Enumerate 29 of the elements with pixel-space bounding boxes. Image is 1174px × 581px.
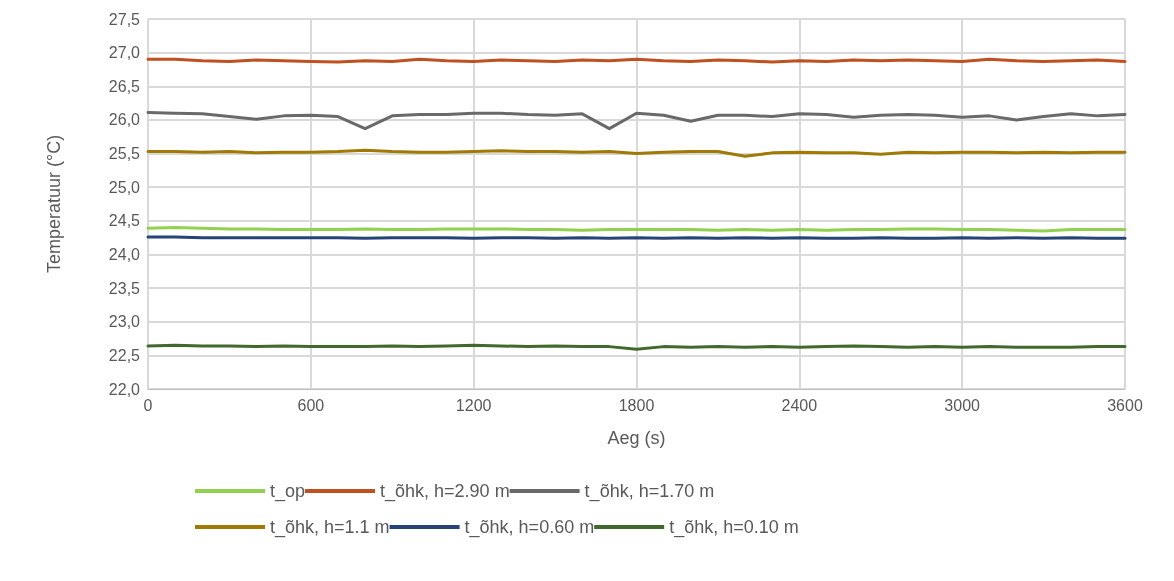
legend-label: t_op [270, 481, 306, 502]
x-tick-label: 3600 [1107, 396, 1143, 414]
x-tick-label: 3000 [944, 396, 981, 414]
legend-label: t_õhk, h=1.1 m [270, 517, 390, 538]
x-tick-label: 1800 [618, 396, 655, 414]
y-tick-label: 23,0 [108, 313, 141, 331]
x-tick-label: 1200 [455, 396, 492, 414]
y-tick-label: 25,0 [108, 178, 141, 196]
y-tick-label: 27,5 [108, 10, 141, 28]
y-tick-label: 26,0 [108, 111, 141, 129]
legend-label: t_õhk, h=0.10 m [669, 517, 799, 538]
legend-label: t_õhk, h=0.60 m [464, 517, 595, 538]
y-tick-label: 27,0 [108, 44, 141, 62]
y-tick-label: 25,5 [108, 145, 141, 163]
y-tick-label: 26,5 [108, 77, 141, 95]
y-tick-label: 22,0 [108, 380, 141, 398]
x-axis-title: Aeg (s) [607, 428, 666, 448]
y-tick-label: 24,5 [108, 212, 141, 230]
legend-label: t_õhk, h=1.70 m [584, 481, 715, 502]
line-series [146, 111, 1127, 131]
x-tick-label: 0 [143, 396, 153, 414]
y-tick-label: 22,5 [108, 346, 141, 364]
y-tick-label: 24,0 [108, 245, 141, 263]
line-series [146, 148, 1127, 158]
x-tick-label: 600 [297, 396, 325, 414]
legend-label: t_õhk, h=2.90 m [380, 481, 510, 502]
x-tick-label: 2400 [781, 396, 818, 414]
y-tick-label: 23,5 [108, 279, 141, 297]
y-axis-title: Temperatuur (°C) [44, 134, 64, 274]
